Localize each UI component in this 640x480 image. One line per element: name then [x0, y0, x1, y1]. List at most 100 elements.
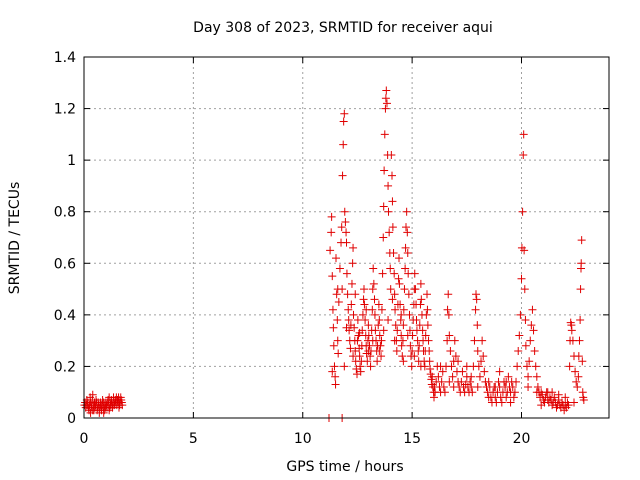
data-point [438, 367, 447, 376]
y-tick-label: 1 [67, 153, 76, 169]
data-point [397, 310, 406, 319]
data-point [532, 388, 541, 397]
data-point [524, 383, 533, 392]
data-point [418, 326, 427, 335]
data-point [384, 181, 393, 190]
data-point [522, 362, 531, 371]
data-point [520, 246, 529, 255]
data-point [351, 290, 360, 299]
data-point [353, 316, 362, 325]
data-point [396, 300, 405, 309]
data-point [468, 388, 477, 397]
data-point [484, 377, 493, 386]
data-point [530, 346, 539, 355]
data-point [533, 383, 542, 392]
data-point [366, 352, 375, 361]
data-point [370, 295, 379, 304]
data-point [358, 310, 367, 319]
data-point [340, 362, 349, 371]
data-point [421, 331, 430, 340]
data-point [450, 336, 459, 345]
data-point [437, 377, 446, 386]
data-point [434, 372, 443, 381]
data-point [369, 264, 378, 273]
x-tick-label: 5 [189, 431, 198, 447]
data-point [399, 357, 408, 366]
data-point [327, 228, 336, 237]
data-point [508, 383, 517, 392]
data-point [416, 300, 425, 309]
data-point [561, 393, 570, 402]
data-point [400, 285, 409, 294]
data-point [375, 346, 384, 355]
data-point [349, 352, 358, 361]
data-point [425, 346, 434, 355]
data-point [360, 285, 368, 294]
data-point [331, 372, 340, 381]
data-points [80, 86, 588, 422]
data-point [473, 346, 482, 355]
data-point [364, 331, 373, 340]
data-point [410, 269, 419, 278]
data-point [328, 272, 337, 281]
data-point [417, 295, 426, 304]
data-point [574, 352, 583, 361]
data-point [519, 150, 528, 159]
data-point [576, 285, 585, 294]
data-point [342, 323, 351, 332]
data-point [344, 305, 353, 314]
data-point [403, 331, 412, 340]
data-point [564, 401, 573, 410]
data-point [531, 362, 540, 371]
data-point [473, 321, 482, 330]
data-point [356, 367, 365, 376]
data-point [402, 223, 410, 232]
data-point [346, 344, 355, 353]
data-point [515, 331, 524, 340]
data-point [412, 316, 421, 325]
data-point [440, 388, 449, 397]
data-point [363, 357, 372, 366]
data-point [381, 104, 390, 113]
data-point [473, 383, 482, 392]
data-point [356, 362, 365, 371]
data-point [359, 295, 368, 304]
data-point [423, 321, 432, 330]
data-point [436, 362, 445, 371]
data-point [395, 254, 403, 263]
data-point [422, 310, 431, 319]
data-point [377, 352, 386, 361]
data-point [402, 207, 411, 216]
data-point [105, 393, 114, 402]
data-point [423, 305, 432, 314]
data-point [348, 259, 357, 268]
data-point [391, 305, 400, 314]
data-point [339, 140, 348, 149]
data-point [347, 300, 356, 309]
data-point [99, 408, 108, 417]
data-point [457, 377, 466, 386]
data-point [445, 377, 454, 386]
data-point [520, 285, 529, 294]
data-point [342, 228, 351, 237]
data-point [532, 372, 541, 381]
data-point [516, 310, 525, 319]
data-point [398, 336, 407, 345]
y-tick-label: 0 [67, 411, 76, 427]
data-point [342, 238, 351, 247]
data-point [338, 171, 347, 180]
data-point [578, 357, 587, 366]
data-point [393, 326, 402, 335]
data-point [426, 365, 435, 374]
data-point [88, 390, 97, 399]
data-point [390, 269, 399, 278]
data-point [458, 367, 467, 376]
data-point [425, 357, 434, 366]
data-point [462, 362, 471, 371]
data-point [379, 202, 388, 211]
data-point [525, 357, 534, 366]
data-point [388, 197, 397, 206]
data-point [330, 362, 339, 371]
data-point [332, 254, 340, 263]
data-point [443, 305, 452, 314]
